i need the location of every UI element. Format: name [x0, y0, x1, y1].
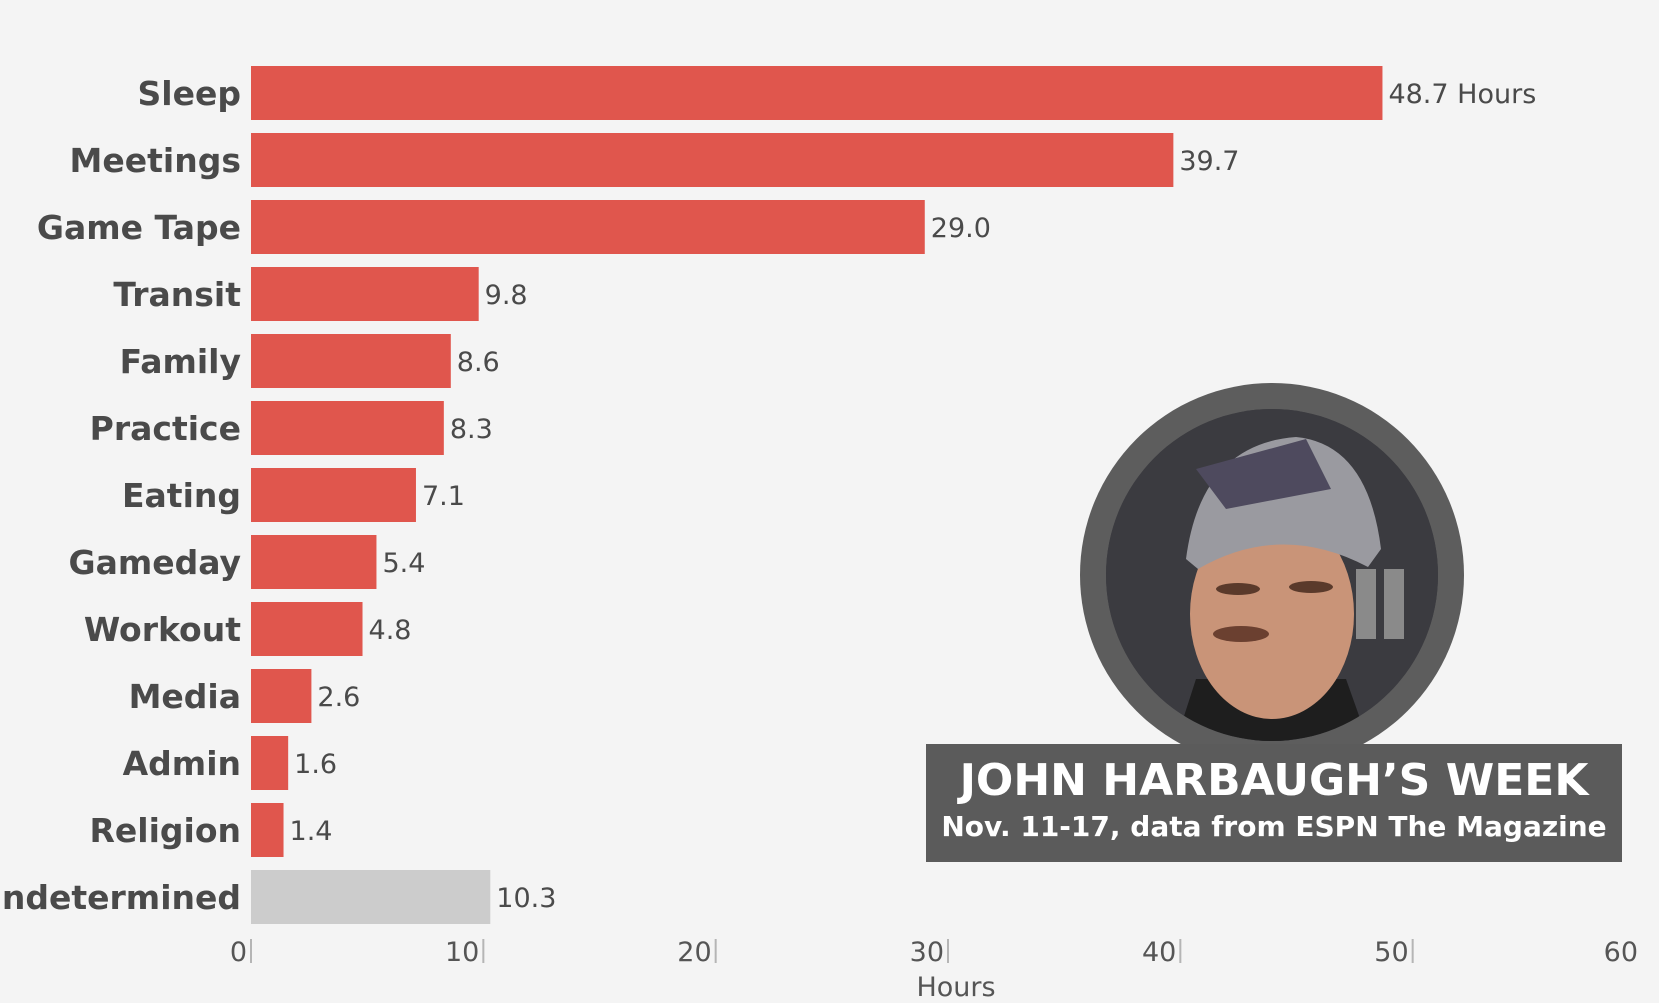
category-label-undetermined: Undetermined [0, 878, 241, 917]
chart-title: JOHN HARBAUGH’S WEEK [959, 755, 1589, 806]
title-box: JOHN HARBAUGH’S WEEK Nov. 11-17, data fr… [926, 744, 1622, 862]
x-tick-label-0: 0 [230, 937, 247, 968]
category-label-admin: Admin [123, 744, 241, 783]
value-labels: 48.7 Hours 39.7 29.0 9.8 8.6 8.3 7.1 5.4 4.8 2.6 1… [290, 79, 1537, 914]
value-label-admin: 1.6 [294, 749, 337, 780]
person-photo-icon [1106, 409, 1438, 741]
bar-media [251, 669, 312, 723]
category-label-practice: Practice [90, 409, 241, 448]
bar-religion [251, 803, 284, 857]
value-label-gameday: 5.4 [382, 548, 425, 579]
x-axis: 0 10 20 30 40 50 60 [230, 937, 1638, 968]
x-tick-label-30: 30 [910, 937, 944, 968]
bar-gameday [251, 535, 377, 589]
bar-workout [251, 602, 363, 656]
category-label-religion: Religion [89, 811, 241, 850]
chart-subtitle: Nov. 11-17, data from ESPN The Magazine [941, 810, 1607, 843]
value-label-transit: 9.8 [485, 280, 528, 311]
value-label-practice: 8.3 [450, 414, 493, 445]
category-label-meetings: Meetings [70, 141, 241, 180]
x-tick-label-10: 10 [445, 937, 479, 968]
x-tick-label-20: 20 [677, 937, 711, 968]
value-label-meetings: 39.7 [1179, 146, 1239, 177]
bar-practice [251, 401, 444, 455]
category-label-sleep: Sleep [138, 74, 241, 113]
value-label-undetermined: 10.3 [496, 883, 556, 914]
x-tick-label-60: 60 [1604, 937, 1638, 968]
category-label-transit: Transit [113, 275, 241, 314]
bars-layer [251, 66, 1383, 924]
bar-eating [251, 468, 416, 522]
bar-family [251, 334, 451, 388]
x-axis-title: Hours [916, 972, 995, 1003]
category-label-gameday: Gameday [68, 543, 241, 582]
category-label-workout: Workout [84, 610, 241, 649]
value-label-family: 8.6 [457, 347, 500, 378]
category-labels: Sleep Meetings Game Tape Transit Family Pract… [0, 74, 241, 917]
bar-admin [251, 736, 289, 790]
category-label-media: Media [129, 677, 241, 716]
category-label-game-tape: Game Tape [37, 208, 241, 247]
value-label-workout: 4.8 [369, 615, 412, 646]
category-label-eating: Eating [122, 476, 241, 515]
portrait-ring [1080, 383, 1464, 767]
value-label-religion: 1.4 [290, 816, 333, 847]
value-label-eating: 7.1 [422, 481, 465, 512]
value-label-sleep: 48.7 Hours [1388, 79, 1536, 110]
bar-undetermined [251, 870, 491, 924]
bar-sleep [251, 66, 1383, 120]
value-label-game-tape: 29.0 [931, 213, 991, 244]
bar-transit [251, 267, 479, 321]
value-label-media: 2.6 [317, 682, 360, 713]
x-tick-label-50: 50 [1374, 937, 1408, 968]
category-label-family: Family [120, 342, 241, 381]
x-tick-label-40: 40 [1142, 937, 1176, 968]
bar-meetings [251, 133, 1174, 187]
bar-game-tape [251, 200, 925, 254]
